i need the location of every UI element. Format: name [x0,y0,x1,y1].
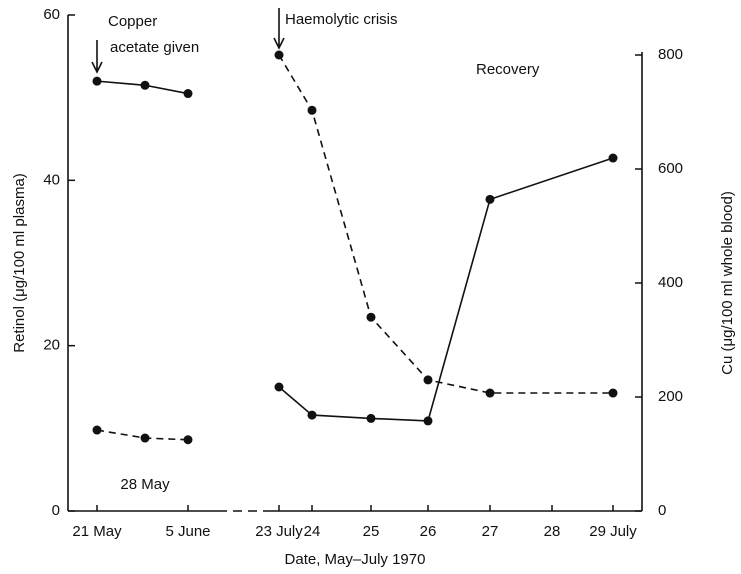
point [423,375,433,385]
point [608,388,618,398]
y-tick-label: 40 [43,171,60,188]
point [183,89,193,99]
y2-tick-label: 600 [658,160,683,177]
point [307,105,317,115]
point [274,382,284,392]
x-tick-label: 29 July [589,523,637,540]
arrow [91,40,103,74]
point [140,433,150,443]
y2-tick-label: 200 [658,388,683,405]
annotation: Haemolytic crisis [285,11,398,28]
y2-tick-label: 400 [658,274,683,291]
point [485,388,495,398]
point [307,410,317,420]
y-tick-label: 60 [43,6,60,23]
x-tick-label: 24 [304,523,321,540]
point [140,80,150,90]
y-tick-label: 20 [43,337,60,354]
point [608,153,618,163]
line [278,54,613,394]
y2-tick-label: 800 [658,46,683,63]
arrow [273,8,285,50]
y-axis-label: Retinol (μg/100 ml plasma) [11,173,28,353]
x-tick-label: 28 May [120,476,170,493]
y2-axis-label: Cu (μg/100 ml whole blood) [719,191,736,375]
point [423,416,433,426]
annotation: acetate given [110,39,199,56]
line [278,157,614,422]
point [183,435,193,445]
x-tick-label: 21 May [72,523,122,540]
point [274,50,284,60]
x-tick-label: 28 [544,523,561,540]
x-tick-label: 26 [420,523,437,540]
point [92,425,102,435]
x-tick-label: 25 [363,523,380,540]
y-tick-label: 0 [52,502,60,519]
point [366,312,376,322]
x-tick-label: 27 [482,523,499,540]
annotation: Recovery [476,61,540,78]
point [92,76,102,86]
x-tick-label: 5 June [165,523,210,540]
y2-tick-label: 0 [658,502,666,519]
x-tick-label: 23 July [255,523,303,540]
point [366,413,376,423]
annotation: Copper [108,13,157,30]
x-axis-label: Date, May–July 1970 [285,551,426,568]
point [485,194,495,204]
